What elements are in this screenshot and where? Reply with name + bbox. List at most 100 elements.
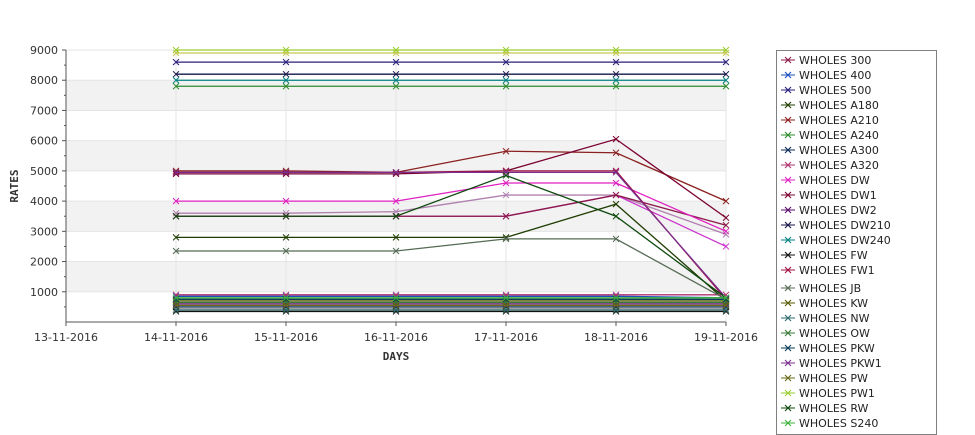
- data-point-marker: [612, 76, 620, 84]
- legend-item: WHOLES 300: [777, 53, 871, 67]
- y-tick-label: 5000: [30, 165, 58, 178]
- legend-label: WHOLES 500: [799, 83, 872, 97]
- data-point-marker: [722, 214, 730, 222]
- data-point-marker: [502, 58, 510, 66]
- data-point-marker: [612, 49, 620, 57]
- data-point-marker: [172, 209, 180, 217]
- axes: [62, 49, 727, 326]
- series-wholes-pw1: [172, 46, 730, 54]
- x-tick-label: 16-11-2016: [364, 331, 428, 344]
- data-point-marker: [172, 212, 180, 220]
- x-tick-labels: 13-11-2016 14-11-2016 15-11-2016 16-11-2016…: [34, 331, 758, 344]
- legend-marker-icon: [781, 56, 795, 64]
- legend-item: WHOLES A180: [777, 98, 879, 112]
- legend-marker-icon: [781, 299, 795, 307]
- series-line: [176, 194, 727, 235]
- data-point-marker: [282, 70, 290, 78]
- data-point-marker: [722, 243, 730, 250]
- legend-label: WHOLES A240: [799, 128, 879, 142]
- legend-label: WHOLES FW: [799, 248, 868, 262]
- legend-item: WHOLES 400: [777, 68, 871, 82]
- data-point-marker: [172, 294, 180, 302]
- legend-label: WHOLES PW: [799, 371, 868, 385]
- data-point-marker: [172, 169, 180, 176]
- data-point-marker: [502, 191, 510, 199]
- data-point-marker: [392, 49, 400, 57]
- data-point-marker: [172, 247, 180, 255]
- series-line: [176, 295, 727, 299]
- data-point-marker: [172, 46, 180, 54]
- data-point-marker: [722, 302, 730, 309]
- data-point-marker: [502, 212, 510, 220]
- legend-item: WHOLES PW1: [777, 386, 875, 400]
- data-point-marker: [612, 169, 620, 176]
- legend-marker-icon: [781, 389, 795, 397]
- legend-marker-icon: [781, 344, 795, 352]
- legend-item: WHOLES FW: [777, 248, 868, 262]
- legend-item: WHOLES S240: [777, 416, 878, 430]
- data-point-marker: [612, 135, 620, 143]
- legend-label: WHOLES DW210: [799, 218, 891, 232]
- legend-item: WHOLES OW: [777, 326, 870, 340]
- data-point-marker: [282, 234, 290, 241]
- data-point-marker: [612, 235, 620, 243]
- legend-marker-icon: [781, 86, 795, 94]
- data-point-marker: [282, 197, 290, 205]
- series-line: [176, 203, 727, 302]
- x-tick-label: 14-11-2016: [144, 331, 208, 344]
- data-point-marker: [722, 70, 730, 78]
- data-point-marker: [612, 191, 620, 199]
- data-point-marker: [282, 82, 290, 90]
- series-wholes-dw240: [172, 76, 730, 84]
- data-point-marker: [722, 294, 730, 302]
- legend-label: WHOLES 400: [799, 68, 872, 82]
- data-point-marker: [612, 70, 620, 78]
- data-point-marker: [722, 58, 730, 66]
- data-point-marker: [612, 46, 620, 54]
- legend-marker-icon: [781, 359, 795, 367]
- data-point-marker: [612, 82, 620, 90]
- legend-marker-icon: [781, 329, 795, 337]
- data-point-marker: [722, 231, 730, 238]
- data-point-marker: [282, 46, 290, 54]
- series-wholes-pw: [172, 302, 730, 309]
- legend-item: WHOLES DW240: [777, 233, 891, 247]
- legend-marker-icon: [781, 131, 795, 139]
- legend-marker-icon: [781, 314, 795, 322]
- data-point-marker: [392, 82, 400, 90]
- data-point-marker: [502, 294, 510, 302]
- legend-marker-icon: [781, 191, 795, 199]
- legend-label: WHOLES DW2: [799, 203, 877, 217]
- series-line: [176, 150, 727, 202]
- series-wholes-s240: [172, 294, 730, 302]
- legend-label: WHOLES 300: [799, 53, 872, 67]
- legend-marker-icon: [781, 71, 795, 79]
- legend-item: WHOLES JB: [777, 281, 861, 295]
- legend-item: WHOLES DW210: [777, 218, 891, 232]
- series-wholes-dw: [172, 179, 730, 235]
- data-point-marker: [502, 46, 510, 54]
- series-wholes-a180: [172, 200, 730, 305]
- y-tick-label: 7000: [30, 104, 58, 117]
- data-point-marker: [282, 212, 290, 220]
- data-point-marker: [392, 234, 400, 241]
- legend-marker-icon: [781, 221, 795, 229]
- data-point-marker: [392, 247, 400, 255]
- y-tick-labels: 1000 2000 3000 4000 5000 6000 7000 8000 9000: [30, 44, 58, 299]
- legend-label: WHOLES KW: [799, 296, 869, 310]
- data-point-marker: [172, 76, 180, 84]
- data-point-marker: [502, 76, 510, 84]
- legend-item: WHOLES 500: [777, 83, 871, 97]
- legend-item: WHOLES A300: [777, 143, 879, 157]
- legend-item: WHOLES RW: [777, 401, 868, 415]
- x-tick-label: 19-11-2016: [694, 331, 758, 344]
- data-point-marker: [392, 76, 400, 84]
- data-point-marker: [612, 179, 620, 187]
- data-point-marker: [612, 294, 620, 302]
- data-point-marker: [392, 302, 400, 309]
- legend-marker-icon: [781, 146, 795, 154]
- legend-label: WHOLES S240: [799, 416, 879, 430]
- legend-label: WHOLES DW240: [799, 233, 891, 247]
- data-point-marker: [722, 227, 730, 235]
- x-tick-label: 13-11-2016: [34, 331, 98, 344]
